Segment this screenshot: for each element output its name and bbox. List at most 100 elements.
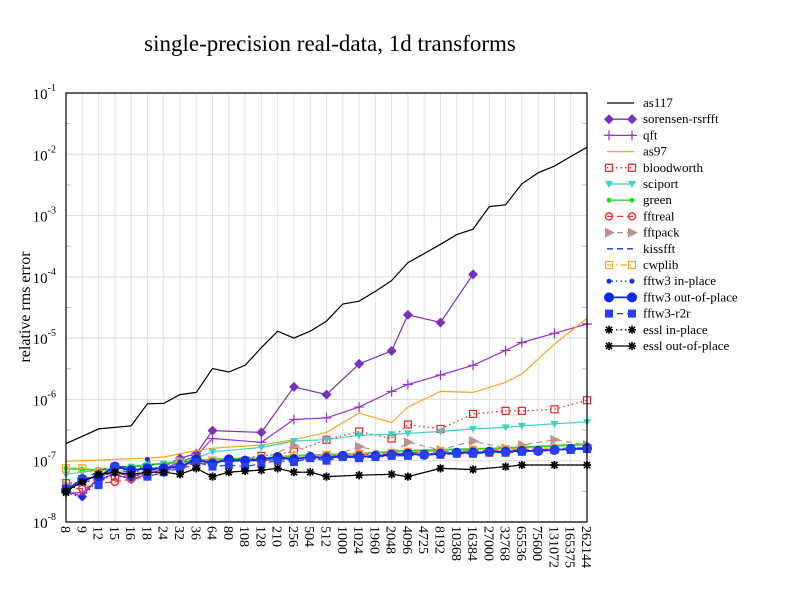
data-point — [175, 464, 184, 473]
data-point — [604, 130, 614, 141]
data-point — [257, 466, 266, 475]
data-point — [387, 431, 396, 439]
x-tick-label: 210 — [269, 526, 284, 547]
legend-item: sciport — [605, 176, 679, 191]
y-axis-label: relative rms error — [17, 251, 34, 363]
y-axis: 10-8 10-7 10-6 10-5 10-4 10-3 10-2 10-1 — [33, 83, 56, 532]
legend-label: fftw3 out-of-place — [643, 289, 738, 304]
data-point — [207, 425, 218, 436]
series-line — [66, 446, 588, 473]
y-tick-label: 10-7 — [33, 451, 56, 471]
data-point — [402, 379, 413, 390]
data-point — [604, 212, 614, 221]
data-point — [469, 435, 480, 446]
data-point — [322, 472, 331, 481]
data-point — [629, 278, 635, 284]
data-point — [550, 434, 561, 445]
data-point — [403, 472, 412, 481]
x-tick-label: 8192 — [431, 526, 446, 554]
y-tick-label: 10-8 — [33, 512, 56, 532]
x-axis: 8 9 12 15 16 18 24 32 36 64 80 108 128 210 256 504 512 10… — [57, 526, 593, 568]
x-tick-label: 15 — [106, 526, 121, 540]
x-tick-label: 128 — [252, 526, 267, 547]
data-point — [468, 269, 479, 280]
x-tick-label: 32768 — [497, 526, 512, 561]
legend-label: green — [643, 192, 672, 207]
data-point — [241, 462, 250, 471]
legend-label: essl in-place — [643, 322, 708, 337]
legend-item: fftpack — [605, 225, 680, 240]
y-tick-label: 10-1 — [33, 83, 56, 103]
data-point — [469, 425, 478, 433]
x-tick-label: 108 — [236, 526, 251, 547]
data-point — [501, 462, 510, 471]
legend-item: as117 — [607, 95, 673, 110]
legend-item: as97 — [607, 144, 667, 159]
legend-label: essl out-of-place — [643, 338, 730, 353]
data-point — [436, 428, 445, 436]
data-point — [110, 468, 119, 477]
data-point — [79, 495, 85, 501]
data-point — [354, 358, 365, 369]
data-point — [628, 325, 636, 334]
data-point — [78, 464, 87, 473]
data-point — [289, 440, 300, 451]
x-tick-label: 16384 — [464, 526, 479, 561]
x-tick-label: 9 — [73, 526, 88, 533]
legend-item: fftw3-r2r — [605, 306, 691, 321]
data-point — [241, 466, 250, 475]
data-point — [403, 430, 412, 438]
legend-label: kissfft — [643, 241, 676, 256]
data-point — [485, 448, 494, 457]
data-point — [403, 451, 412, 460]
data-point — [386, 386, 397, 397]
data-point — [322, 456, 331, 465]
x-tick-label: 10368 — [448, 526, 463, 561]
data-point — [355, 441, 366, 452]
data-point — [289, 458, 298, 467]
x-tick-label: 12 — [90, 526, 105, 540]
data-point — [402, 309, 413, 320]
data-point — [628, 342, 636, 350]
data-point — [208, 462, 217, 471]
data-point — [288, 381, 299, 392]
series-line — [65, 146, 588, 445]
chart-title: single-precision real-data, 1d transform… — [144, 31, 516, 56]
series-line — [65, 273, 474, 498]
data-point — [628, 309, 636, 318]
x-tick-label: 256 — [285, 526, 300, 547]
legend-item: green — [606, 192, 672, 207]
data-point — [435, 370, 446, 381]
data-point — [403, 420, 413, 429]
x-tick-label: 1000 — [334, 526, 349, 554]
data-point — [469, 449, 478, 458]
data-point — [321, 412, 332, 423]
legend-item: kissfft — [607, 241, 676, 256]
data-point — [306, 468, 315, 477]
legend-item: cwplib — [604, 257, 678, 272]
data-point — [604, 292, 614, 303]
data-point — [420, 450, 429, 459]
data-point — [224, 461, 233, 470]
legend-item: essl in-place — [605, 322, 708, 337]
data-point — [627, 260, 637, 270]
legend-item: bloodworth — [604, 160, 703, 175]
legend-label: fftw3-r2r — [643, 306, 691, 321]
data-point — [468, 409, 478, 419]
series-line — [65, 448, 588, 490]
data-point — [627, 130, 637, 141]
legend-label: fftpack — [643, 225, 680, 240]
x-tick-label: 512 — [318, 526, 333, 547]
legend-label: as117 — [643, 95, 673, 110]
data-point — [143, 472, 152, 481]
x-tick-label: 80 — [220, 526, 235, 540]
data-point — [605, 309, 613, 318]
x-tick-label: 131072 — [545, 526, 560, 568]
data-point — [566, 445, 575, 454]
legend-item: fftw3 out-of-place — [604, 289, 738, 304]
data-point — [605, 325, 613, 334]
data-point — [500, 345, 511, 356]
data-point — [94, 470, 103, 479]
x-tick-label: 4096 — [399, 526, 414, 554]
data-point — [605, 342, 613, 350]
